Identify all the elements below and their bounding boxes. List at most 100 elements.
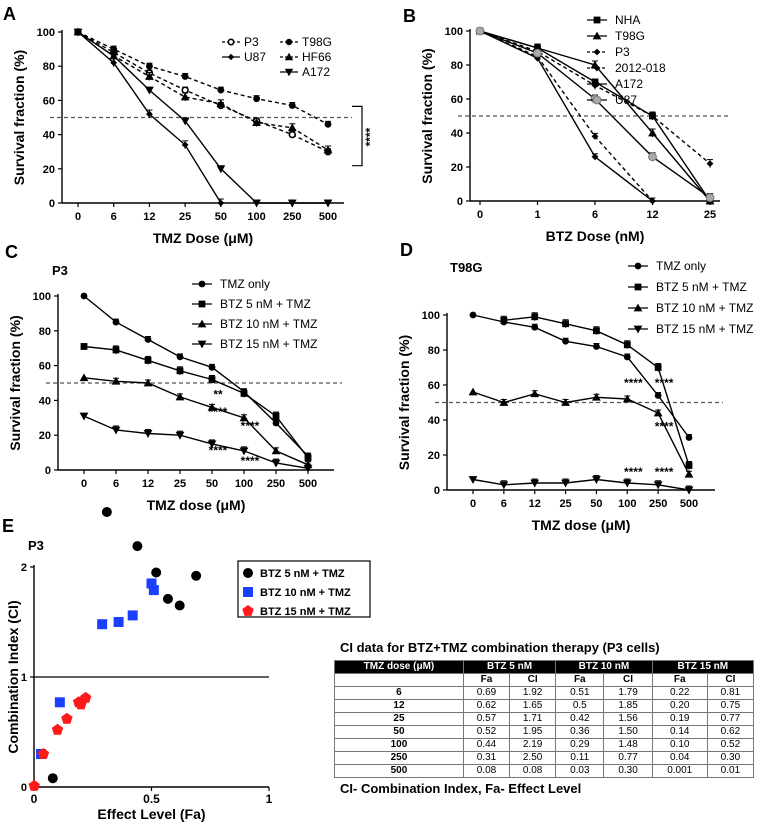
y-tick-label: 80 [43, 61, 55, 73]
data-point [684, 486, 694, 495]
data-point [304, 454, 312, 462]
table-cell-dose: 50 [334, 725, 464, 739]
table-header-group: BTZ 5 nM [462, 660, 557, 674]
x-tick-label: 50 [590, 498, 602, 510]
table-cell: 0.30 [706, 751, 755, 765]
series-line [77, 31, 329, 153]
table-cell: 0.75 [706, 699, 755, 713]
legend-marker [243, 587, 253, 597]
legend-marker [592, 95, 602, 105]
y-tick-label: 40 [428, 415, 440, 427]
table-row: 500 0.08 0.08 0.03 0.30 0.001 0.01 [334, 764, 755, 778]
significance-label: **** [624, 376, 643, 390]
y-tick-label: 100 [422, 310, 440, 322]
legend-label: A172 [302, 65, 330, 79]
table-footnote: CI- Combination Index, Fa- Effect Level [340, 781, 582, 796]
panel-letter: A [3, 4, 16, 24]
legend-label: P3 [615, 45, 630, 59]
series-line [77, 31, 329, 151]
x-tick-label: 1 [534, 209, 540, 221]
y-tick-label: 2 [21, 562, 27, 574]
data-point [649, 197, 656, 205]
legend-box [237, 560, 371, 618]
data-point [162, 593, 173, 604]
data-point [531, 323, 539, 331]
data-point [175, 431, 185, 440]
legend-marker [593, 48, 601, 56]
table-title: CI data for BTZ+TMZ combination therapy … [340, 640, 660, 655]
table-cell: 0.62 [462, 699, 511, 713]
data-point [143, 378, 153, 387]
y-tick-label: 40 [43, 130, 55, 142]
x-tick-label: 12 [143, 211, 155, 223]
y-tick-label: 80 [428, 345, 440, 357]
table-cell: 0.14 [651, 725, 708, 739]
data-point [654, 364, 662, 371]
data-point [61, 712, 73, 724]
data-point [146, 110, 153, 118]
data-point [145, 86, 154, 95]
data-point [80, 292, 88, 300]
data-point [146, 578, 157, 589]
table-cell: 0.001 [651, 764, 708, 778]
table-cell-dose: 12 [334, 699, 464, 713]
y-tick-label: 60 [428, 380, 440, 392]
panel-letter: C [5, 242, 18, 262]
data-point [97, 619, 108, 630]
data-point [144, 356, 152, 364]
legend-label: NHA [615, 13, 640, 27]
data-point [561, 398, 570, 406]
data-point [191, 570, 202, 581]
x-tick-label: 12 [646, 209, 658, 221]
legend-label: P3 [244, 35, 259, 49]
y-tick-label: 40 [39, 395, 51, 407]
significance-label: **** [655, 376, 674, 390]
table-row: 250 0.31 2.50 0.11 0.77 0.04 0.30 [334, 751, 755, 765]
legend-label: BTZ 5 nM + TMZ [656, 280, 747, 294]
x-tick-label: 6 [592, 209, 598, 221]
table-cell: 0.81 [706, 686, 755, 700]
data-point [146, 62, 153, 70]
y-axis-label: Survival fraction (%) [7, 315, 23, 450]
data-point [239, 413, 249, 422]
table-cell: 0.77 [603, 751, 653, 765]
y-tick-label: 100 [37, 27, 55, 39]
panel-subtitle: P3 [52, 263, 68, 278]
table-cell: 1.50 [603, 725, 653, 739]
data-point [28, 779, 40, 791]
legend-marker [242, 605, 254, 616]
data-point [685, 434, 693, 441]
data-point [252, 118, 261, 127]
data-point [623, 353, 631, 361]
data-point [47, 773, 58, 784]
x-axis-label: TMZ dose (μM) [147, 497, 246, 513]
data-point [208, 376, 216, 383]
data-point [208, 363, 216, 371]
data-point [653, 481, 663, 490]
legend-label: HF66 [302, 50, 332, 64]
y-tick-label: 0 [45, 465, 51, 477]
x-tick-label: 250 [267, 478, 285, 490]
panel-letter: B [403, 6, 416, 26]
x-tick-label: 500 [319, 211, 337, 223]
data-point [252, 199, 261, 208]
data-point [648, 128, 657, 137]
x-tick-label: 25 [559, 498, 571, 510]
table-subheader: Fa [651, 673, 708, 687]
table-cell: 0.62 [706, 725, 755, 739]
data-point [287, 199, 297, 208]
data-point [132, 541, 143, 552]
data-point [288, 102, 296, 109]
legend-label: BTZ 15 nM + TMZ [220, 337, 317, 351]
data-point [111, 426, 121, 435]
y-tick-label: 60 [39, 361, 51, 373]
x-tick-label: 50 [215, 211, 227, 223]
data-point [54, 697, 65, 708]
x-tick-label: 25 [179, 211, 191, 223]
y-tick-label: 0 [49, 198, 55, 210]
data-point [73, 28, 83, 37]
table-row: 25 0.57 1.71 0.42 1.56 0.19 0.77 [334, 712, 755, 726]
data-point [253, 95, 260, 103]
legend-marker [227, 38, 235, 46]
x-axis-label: Effect Level (Fa) [97, 806, 205, 822]
